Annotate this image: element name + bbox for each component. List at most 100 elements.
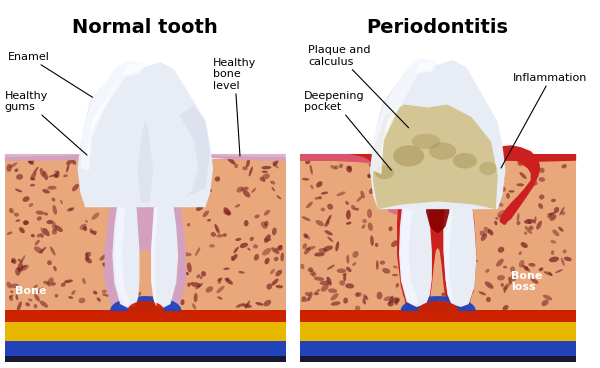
Ellipse shape <box>254 254 259 261</box>
Ellipse shape <box>41 227 45 236</box>
Ellipse shape <box>522 265 530 272</box>
Ellipse shape <box>314 197 321 199</box>
Ellipse shape <box>244 220 248 226</box>
Ellipse shape <box>346 222 352 225</box>
Polygon shape <box>300 322 576 341</box>
Polygon shape <box>77 62 213 207</box>
Ellipse shape <box>34 247 43 254</box>
Ellipse shape <box>326 215 332 224</box>
Ellipse shape <box>180 268 184 273</box>
Ellipse shape <box>246 159 250 167</box>
Ellipse shape <box>536 221 542 230</box>
Polygon shape <box>370 60 505 209</box>
Ellipse shape <box>60 199 63 204</box>
Ellipse shape <box>310 185 314 189</box>
Ellipse shape <box>528 184 536 188</box>
Polygon shape <box>443 161 455 304</box>
Ellipse shape <box>547 212 556 215</box>
Ellipse shape <box>61 283 65 287</box>
Ellipse shape <box>167 301 175 304</box>
Ellipse shape <box>152 300 157 302</box>
Ellipse shape <box>215 176 220 181</box>
Ellipse shape <box>529 226 533 230</box>
Ellipse shape <box>331 301 340 306</box>
Ellipse shape <box>530 278 539 284</box>
Ellipse shape <box>196 181 200 185</box>
Ellipse shape <box>52 222 57 231</box>
Polygon shape <box>5 310 286 322</box>
Polygon shape <box>400 161 418 305</box>
Ellipse shape <box>17 265 26 270</box>
Ellipse shape <box>519 260 524 268</box>
Ellipse shape <box>335 241 339 251</box>
Ellipse shape <box>53 174 58 178</box>
Ellipse shape <box>362 219 367 223</box>
Ellipse shape <box>316 289 320 292</box>
Ellipse shape <box>261 222 268 229</box>
Ellipse shape <box>320 208 325 211</box>
Ellipse shape <box>495 217 499 220</box>
Ellipse shape <box>392 297 400 303</box>
Ellipse shape <box>308 297 310 301</box>
Ellipse shape <box>52 229 57 235</box>
Text: Healthy
bone
level: Healthy bone level <box>213 58 256 156</box>
Polygon shape <box>426 159 449 233</box>
Text: Bone
loss: Bone loss <box>511 271 542 293</box>
Ellipse shape <box>348 166 352 170</box>
Ellipse shape <box>558 227 563 232</box>
Ellipse shape <box>547 213 553 218</box>
Ellipse shape <box>493 186 499 194</box>
Polygon shape <box>151 157 161 306</box>
Ellipse shape <box>524 266 529 270</box>
Ellipse shape <box>7 164 12 172</box>
Ellipse shape <box>321 192 328 195</box>
Ellipse shape <box>17 262 23 272</box>
Ellipse shape <box>550 240 556 244</box>
Ellipse shape <box>500 186 506 192</box>
Ellipse shape <box>374 167 383 171</box>
Ellipse shape <box>89 228 93 234</box>
Text: Bone: Bone <box>14 286 46 296</box>
Ellipse shape <box>186 169 194 171</box>
Ellipse shape <box>94 187 99 191</box>
Ellipse shape <box>352 262 356 266</box>
Ellipse shape <box>385 193 389 197</box>
Ellipse shape <box>273 159 278 166</box>
Ellipse shape <box>47 186 56 190</box>
Ellipse shape <box>501 283 504 287</box>
Ellipse shape <box>10 162 17 168</box>
Ellipse shape <box>272 187 275 191</box>
Ellipse shape <box>227 157 236 164</box>
Ellipse shape <box>539 177 545 182</box>
Ellipse shape <box>562 212 565 215</box>
Text: Periodontitis: Periodontitis <box>367 18 509 38</box>
Ellipse shape <box>100 254 106 261</box>
Ellipse shape <box>66 164 70 173</box>
Ellipse shape <box>17 301 22 311</box>
Ellipse shape <box>201 271 206 276</box>
Ellipse shape <box>393 266 398 269</box>
Ellipse shape <box>302 243 307 249</box>
Polygon shape <box>380 62 438 161</box>
Ellipse shape <box>562 164 567 169</box>
Ellipse shape <box>389 226 392 231</box>
Polygon shape <box>5 341 286 356</box>
Ellipse shape <box>209 244 215 248</box>
Ellipse shape <box>83 226 87 231</box>
Ellipse shape <box>305 160 310 164</box>
Ellipse shape <box>14 169 19 172</box>
Ellipse shape <box>241 187 249 191</box>
Ellipse shape <box>84 177 89 183</box>
Ellipse shape <box>319 248 328 253</box>
Polygon shape <box>5 154 286 209</box>
Ellipse shape <box>19 227 25 233</box>
Ellipse shape <box>563 250 566 254</box>
Ellipse shape <box>182 252 192 256</box>
Ellipse shape <box>532 178 538 185</box>
Ellipse shape <box>395 298 398 305</box>
Text: Enamel: Enamel <box>8 52 92 97</box>
Ellipse shape <box>382 268 390 274</box>
Ellipse shape <box>11 259 16 263</box>
Ellipse shape <box>93 163 98 173</box>
Ellipse shape <box>102 290 107 294</box>
